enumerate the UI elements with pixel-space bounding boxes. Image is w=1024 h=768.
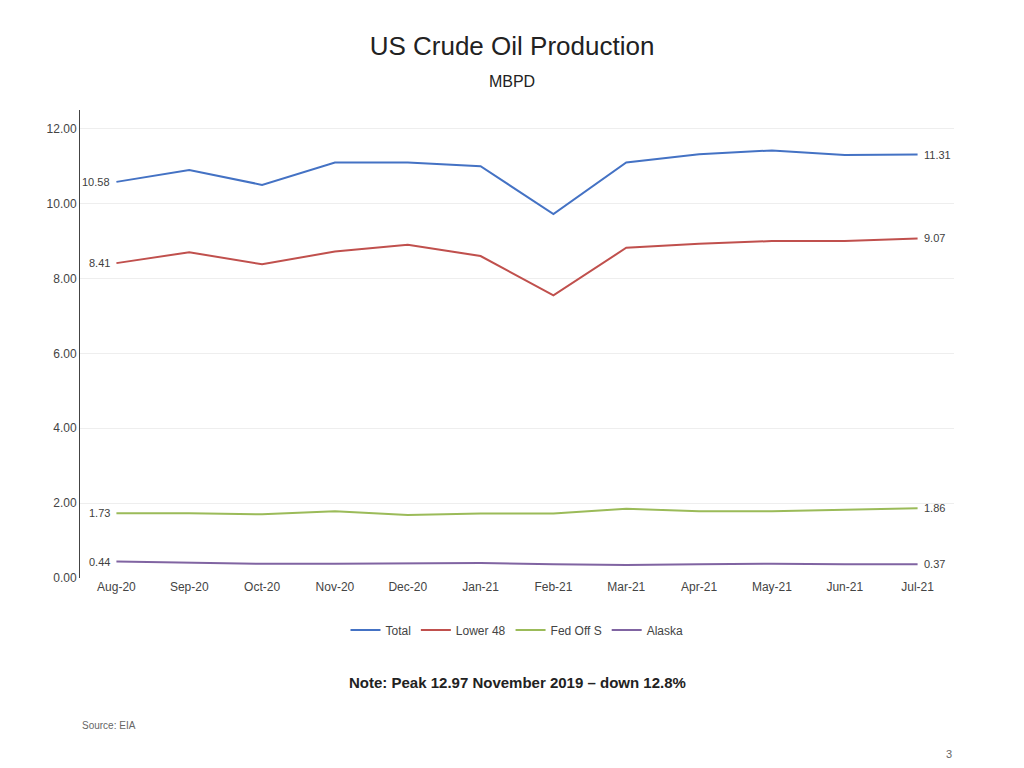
svg-text:Alaska: Alaska [647,624,683,638]
svg-text:Mar-21: Mar-21 [607,580,645,594]
svg-text:0.00: 0.00 [53,571,77,585]
svg-text:Total: Total [386,624,411,638]
svg-text:9.07: 9.07 [924,232,945,244]
svg-text:May-21: May-21 [752,580,792,594]
svg-text:US Crude Oil Production: US Crude Oil Production [370,31,655,61]
svg-text:Oct-20: Oct-20 [244,580,280,594]
svg-text:8.41: 8.41 [89,257,110,269]
svg-text:MBPD: MBPD [489,73,535,90]
svg-text:Sep-20: Sep-20 [170,580,209,594]
svg-text:2.00: 2.00 [53,496,77,510]
svg-text:6.00: 6.00 [53,347,77,361]
svg-text:3: 3 [946,748,952,760]
svg-text:0.37: 0.37 [924,558,945,570]
svg-text:11.31: 11.31 [924,149,951,161]
svg-text:1.86: 1.86 [924,502,945,514]
svg-text:Jan-21: Jan-21 [462,580,499,594]
svg-text:10.00: 10.00 [47,197,77,211]
svg-text:8.00: 8.00 [53,272,77,286]
svg-text:Nov-20: Nov-20 [316,580,355,594]
svg-text:Note: Peak 12.97 November 2019: Note: Peak 12.97 November 2019 – down 12… [349,674,686,691]
svg-text:Aug-20: Aug-20 [97,580,136,594]
svg-text:Jul-21: Jul-21 [901,580,934,594]
svg-text:Apr-21: Apr-21 [681,580,717,594]
svg-text:Dec-20: Dec-20 [388,580,427,594]
svg-text:Lower 48: Lower 48 [456,624,506,638]
svg-text:1.73: 1.73 [89,507,110,519]
svg-text:Feb-21: Feb-21 [534,580,572,594]
svg-text:0.44: 0.44 [89,556,110,568]
svg-text:Fed Off S: Fed Off S [551,624,602,638]
svg-text:10.58: 10.58 [82,176,110,188]
svg-text:4.00: 4.00 [53,421,77,435]
svg-text:Source: EIA: Source: EIA [82,720,136,731]
svg-text:Jun-21: Jun-21 [826,580,863,594]
svg-text:12.00: 12.00 [47,122,77,136]
